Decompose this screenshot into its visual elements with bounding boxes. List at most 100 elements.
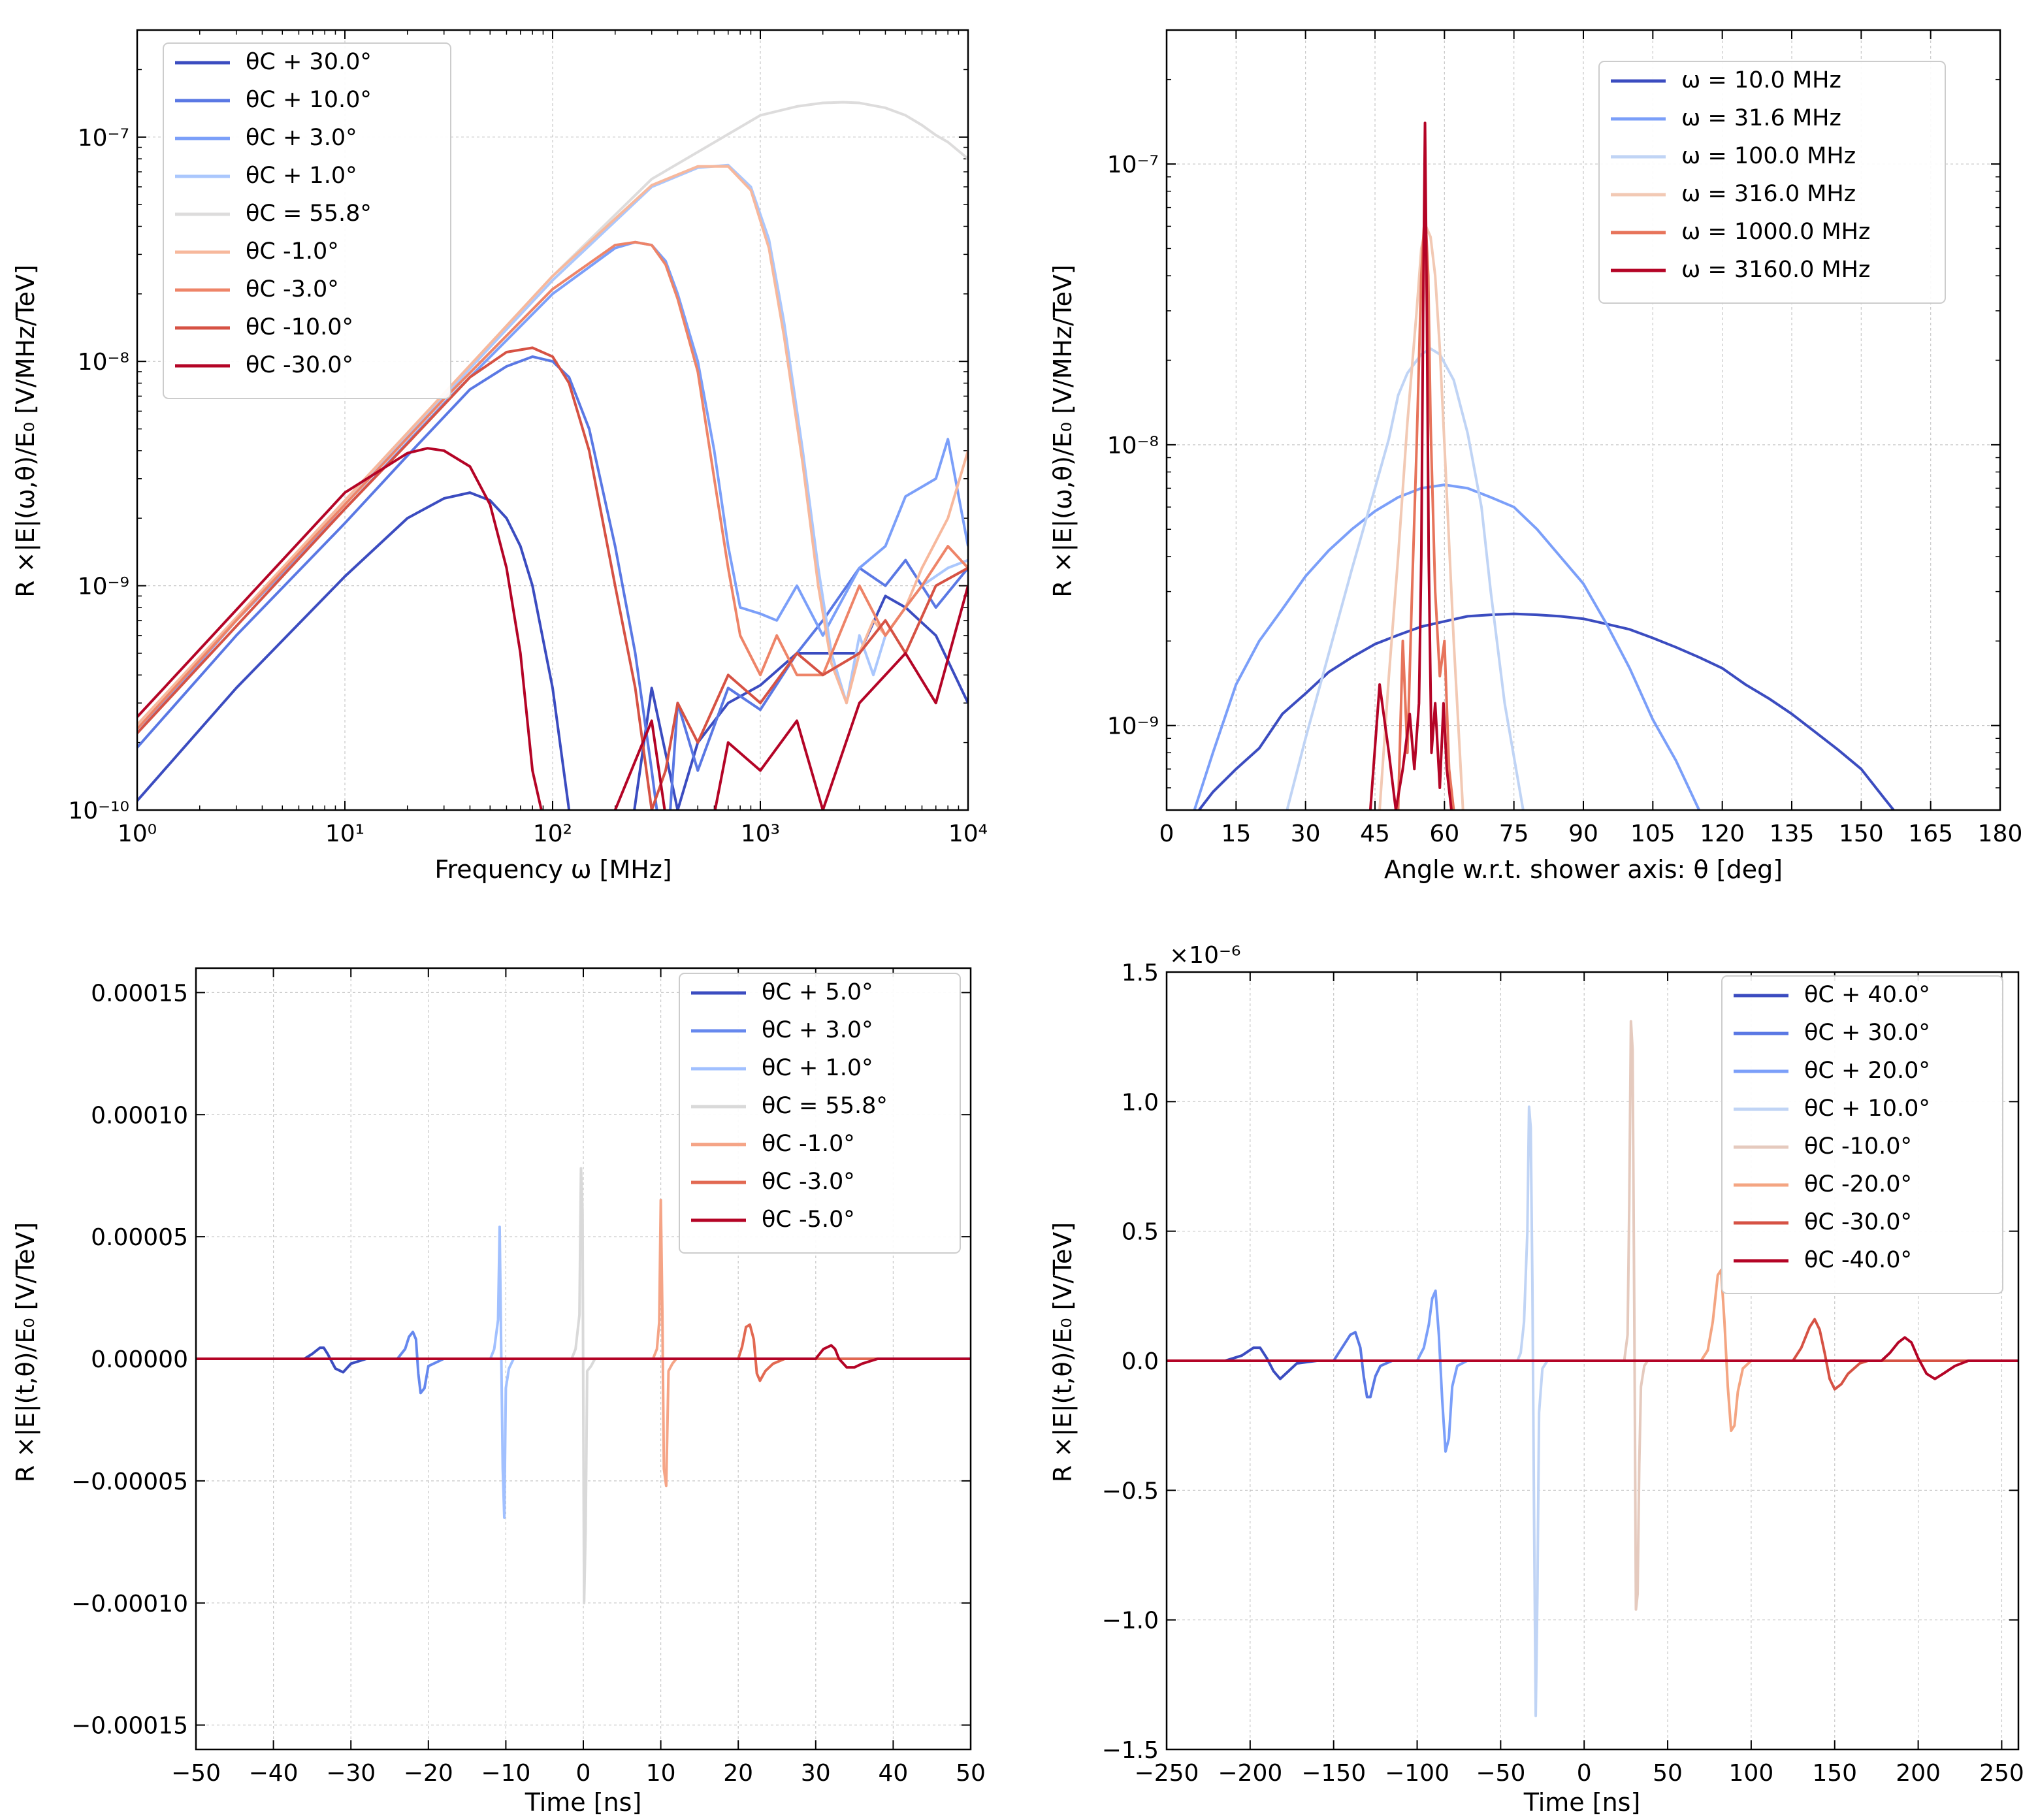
x-tick-label: 10³ bbox=[741, 821, 780, 847]
series-line bbox=[1167, 1289, 2018, 1453]
legend-label: θC = 55.8° bbox=[762, 1093, 888, 1119]
x-tick-label: −100 bbox=[1385, 1760, 1449, 1787]
ylabel-frequency: R ×|E|(ω,θ)/E₀ [V/MHz/TeV] bbox=[11, 265, 40, 598]
axis-ticks: −50 −40 −30 −20 −10 0 10 20 30 40 50 −0.00015 −0.000… bbox=[71, 968, 986, 1787]
series-line bbox=[1198, 612, 1895, 810]
legend-label: θC + 10.0° bbox=[1804, 1096, 1930, 1122]
y-tick-label: −0.00005 bbox=[71, 1469, 188, 1495]
y-tick-label: 10⁻⁹ bbox=[78, 574, 129, 600]
x-tick-label: −50 bbox=[171, 1760, 221, 1787]
plot-frame bbox=[136, 29, 969, 811]
x-tick-label: 165 bbox=[1908, 821, 1953, 847]
y-tick-label: −0.00010 bbox=[71, 1591, 188, 1617]
x-tick-label: 30 bbox=[1291, 821, 1321, 847]
data-series-group bbox=[196, 1167, 971, 1604]
series-line bbox=[1167, 1105, 2018, 1717]
x-tick-label: 120 bbox=[1700, 821, 1745, 847]
x-tick-label: −20 bbox=[404, 1760, 453, 1787]
legend-label: ω = 1000.0 MHz bbox=[1681, 219, 1870, 245]
x-tick-label: −50 bbox=[1476, 1760, 1525, 1787]
series-line bbox=[196, 1323, 971, 1382]
legend-label: θC -10.0° bbox=[246, 314, 353, 340]
series-line bbox=[1368, 122, 1453, 810]
series-line bbox=[1193, 483, 1701, 810]
x-tick-label: 45 bbox=[1360, 821, 1390, 847]
legend-label: θC + 1.0° bbox=[762, 1055, 873, 1081]
legend-label: θC + 3.0° bbox=[246, 125, 357, 151]
y-tick-label: 10⁻⁸ bbox=[78, 349, 129, 376]
y-tick-label: −0.5 bbox=[1102, 1478, 1159, 1504]
y-tick-label: 0.00000 bbox=[91, 1346, 188, 1373]
x-tick-label: 90 bbox=[1568, 821, 1598, 847]
y-tick-label: −1.5 bbox=[1102, 1737, 1159, 1764]
y-tick-label: 1.5 bbox=[1122, 960, 1159, 986]
legend-label: θC -1.0° bbox=[762, 1131, 855, 1157]
legend-box bbox=[163, 42, 451, 399]
legend-label: θC + 40.0° bbox=[1804, 982, 1930, 1008]
x-tick-label: 10 bbox=[646, 1760, 676, 1787]
legend-label: ω = 31.6 MHz bbox=[1681, 105, 1841, 131]
series-line bbox=[196, 1199, 971, 1487]
frequency-spectrum-panel: Frequency ω [MHz] R ×|E|(ω,θ)/E₀ [V/MHz/… bbox=[11, 29, 988, 884]
x-tick-label: −250 bbox=[1135, 1760, 1199, 1787]
y-tick-label: 0.00015 bbox=[91, 980, 188, 1007]
series-line bbox=[137, 447, 968, 810]
x-tick-label: 30 bbox=[801, 1760, 831, 1787]
xlabel-frequency: Frequency ω [MHz] bbox=[434, 855, 671, 884]
legend-label: θC + 5.0° bbox=[762, 979, 873, 1005]
legend-label: θC -5.0° bbox=[762, 1207, 855, 1233]
y-tick-label: 1.0 bbox=[1122, 1089, 1159, 1116]
y-tick-label: 0.00010 bbox=[91, 1102, 188, 1129]
data-series-group bbox=[1167, 1020, 2018, 1717]
xlabel-time-near: Time [ns] bbox=[525, 1788, 642, 1817]
x-tick-label: −150 bbox=[1301, 1760, 1366, 1787]
series-line bbox=[196, 1167, 971, 1604]
x-tick-label: 50 bbox=[1653, 1760, 1683, 1787]
y-tick-label: 10⁻⁸ bbox=[1107, 432, 1159, 459]
angular-profile-panel: Angle w.r.t. shower axis: θ [deg] R ×|E|… bbox=[1048, 29, 2022, 884]
x-tick-label: −200 bbox=[1218, 1760, 1282, 1787]
series-line bbox=[1167, 1318, 2018, 1391]
x-tick-label: 60 bbox=[1429, 821, 1459, 847]
series-line bbox=[196, 1330, 971, 1395]
series-line bbox=[1286, 347, 1525, 810]
axis-ticks: −250 −200 −150 −100 −50 0 50 100 150 200 250 −1.5 −1… bbox=[1102, 960, 2024, 1787]
y-tick-label: 10⁻⁷ bbox=[1107, 152, 1159, 178]
data-series-group bbox=[1193, 122, 1895, 810]
plot-frame bbox=[1165, 971, 2020, 1751]
legend-label: θC -30.0° bbox=[1804, 1209, 1912, 1235]
x-tick-label: 0 bbox=[1159, 821, 1174, 847]
plot-frame bbox=[195, 967, 972, 1751]
legend-label: θC + 1.0° bbox=[246, 163, 357, 189]
y-tick-label: −0.00015 bbox=[71, 1713, 188, 1740]
legend-label: θC -10.0° bbox=[1804, 1133, 1912, 1160]
series-line bbox=[1167, 1346, 2018, 1380]
x-tick-label: −30 bbox=[326, 1760, 376, 1787]
series-line bbox=[1167, 1269, 2018, 1433]
time-domain-far-cone-panel: Time [ns] R ×|E|(t,θ)/E₀ [V/TeV] ×10⁻⁶ −… bbox=[1048, 942, 2024, 1817]
legend-label: θC -3.0° bbox=[762, 1169, 855, 1195]
legend-label: ω = 3160.0 MHz bbox=[1681, 257, 1870, 283]
legend: ω = 10.0 MHz ω = 31.6 MHz ω = 100.0 MHz ω =… bbox=[1598, 61, 1946, 304]
y-tick-label: 10⁻⁷ bbox=[78, 125, 129, 152]
time-domain-near-cone-panel: Time [ns] R ×|E|(t,θ)/E₀ [V/TeV] −50 −40−… bbox=[11, 967, 986, 1817]
x-tick-label: 200 bbox=[1896, 1760, 1941, 1787]
x-tick-label: 75 bbox=[1499, 821, 1529, 847]
legend-label: θC -40.0° bbox=[1804, 1247, 1912, 1273]
data-series-group bbox=[137, 101, 968, 810]
ylabel-time-far: R ×|E|(t,θ)/E₀ [V/TeV] bbox=[1048, 1222, 1078, 1483]
x-tick-label: 50 bbox=[956, 1760, 986, 1787]
x-tick-label: 0 bbox=[1577, 1760, 1592, 1787]
ylabel-angle: R ×|E|(ω,θ)/E₀ [V/MHz/TeV] bbox=[1048, 265, 1078, 598]
legend-label: θC + 30.0° bbox=[1804, 1020, 1930, 1046]
y-tick-label: 10⁻⁹ bbox=[1107, 713, 1159, 740]
legend-label: θC + 10.0° bbox=[246, 87, 372, 113]
legend: θC + 30.0° θC + 10.0° θC + 3.0° θC + 1.0° θC… bbox=[163, 42, 451, 399]
legend-label: θC -3.0° bbox=[246, 276, 339, 302]
x-tick-label: 20 bbox=[723, 1760, 753, 1787]
legend-label: θC = 55.8° bbox=[246, 201, 372, 227]
series-line bbox=[196, 1344, 971, 1369]
ylabel-time-near: R ×|E|(t,θ)/E₀ [V/TeV] bbox=[11, 1222, 40, 1483]
series-line bbox=[1167, 1331, 2018, 1399]
